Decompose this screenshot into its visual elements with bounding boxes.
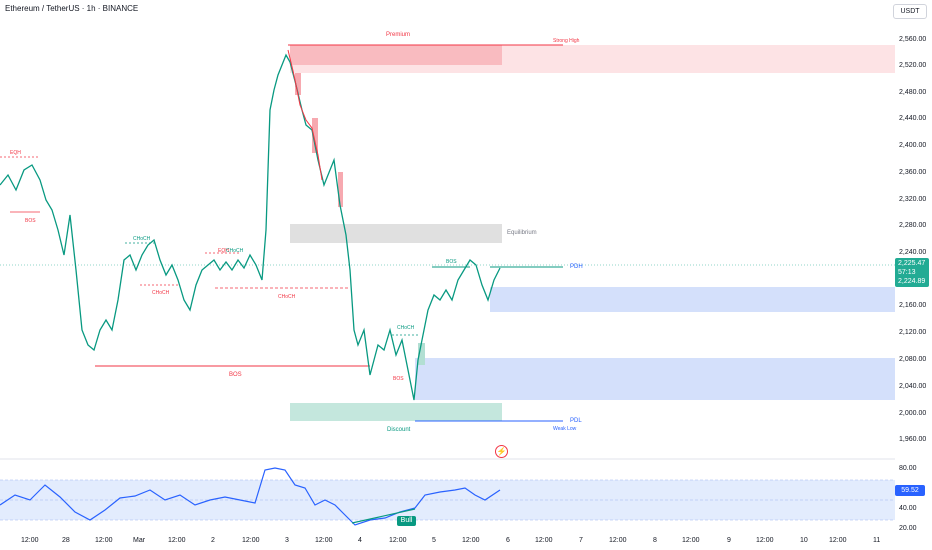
weak-low-label: Weak Low	[553, 426, 577, 432]
time-tick: 6	[506, 537, 510, 544]
choch-label-2: CHoCH	[152, 290, 170, 296]
order-block-green-1	[418, 343, 425, 365]
time-tick: 2	[211, 537, 215, 544]
last-price-tag: 2,225.47 57:13 2,224.89	[895, 258, 929, 287]
price-tick: 2,160.00	[899, 302, 927, 309]
price-tick: 2,360.00	[899, 169, 927, 176]
price-tick: 2,560.00	[899, 36, 927, 43]
demand-zone-lower	[415, 358, 895, 400]
eqh-label-2: EQH	[218, 248, 229, 254]
demand-zone-upper	[490, 287, 895, 312]
currency-button[interactable]: USDT	[893, 4, 927, 19]
rsi-divergence	[351, 508, 416, 524]
discount-zone	[290, 403, 502, 421]
bos-label-2: BOS	[229, 372, 242, 378]
choch-label-4: CHoCH	[278, 294, 296, 300]
time-tick: 12:00	[95, 537, 113, 544]
last-price: 2,225.47	[898, 260, 926, 267]
order-block-red-3	[338, 172, 343, 207]
price-tick: 2,040.00	[899, 383, 927, 390]
premium-label: Premium	[386, 32, 411, 38]
price-path-bear	[287, 49, 323, 181]
time-tick: 10	[800, 537, 808, 544]
bull-signal-badge: Bull	[397, 516, 416, 526]
time-tick: 7	[579, 537, 583, 544]
rsi-line	[0, 467, 501, 526]
time-tick: 3	[285, 537, 289, 544]
price-tick: 2,440.00	[899, 115, 927, 122]
time-tick: 12:00	[242, 537, 260, 544]
time-tick: 4	[358, 537, 362, 544]
time-tick: 8	[653, 537, 657, 544]
flash-icon[interactable]: ⚡	[495, 445, 508, 458]
time-tick: 5	[432, 537, 436, 544]
time-tick: 28	[62, 537, 70, 544]
time-tick: 9	[727, 537, 731, 544]
eqh-label-1: EQH	[10, 150, 21, 156]
rsi-tick: 20.00	[899, 525, 917, 532]
price-tick: 2,000.00	[899, 410, 927, 417]
choch-label-1: CHoCH	[133, 236, 151, 242]
bos-label-4: BOS	[393, 376, 404, 382]
choch-label-3: CHoCH	[226, 248, 244, 254]
rsi-tick: 40.00	[899, 505, 917, 512]
time-tick: 12:00	[315, 537, 333, 544]
price-tick: 2,240.00	[899, 249, 927, 256]
price-tick: 2,080.00	[899, 356, 927, 363]
time-tick: 12:00	[829, 537, 847, 544]
price-path	[0, 53, 501, 401]
time-tick: 12:00	[535, 537, 553, 544]
choch-label-5: CHoCH	[397, 325, 415, 331]
price-tick: 1,960.00	[899, 436, 927, 443]
time-tick: 12:00	[682, 537, 700, 544]
time-tick: 12:00	[609, 537, 627, 544]
bos-label-1: BOS	[25, 218, 36, 224]
time-tick: 12:00	[756, 537, 774, 544]
pdl-label: PDL	[570, 418, 582, 424]
price-tick: 2,480.00	[899, 89, 927, 96]
order-block-red-1	[295, 73, 301, 95]
equilibrium-zone	[290, 224, 502, 243]
rsi-tick: 80.00	[899, 465, 917, 472]
time-tick: 11	[873, 537, 881, 544]
strong-high-label: Strong High	[553, 38, 580, 44]
bar-countdown: 57:13	[898, 269, 916, 276]
pdh-label: PDH	[570, 264, 583, 270]
price-tick: 2,120.00	[899, 329, 927, 336]
chart-canvas[interactable]	[0, 0, 895, 550]
order-block-red-2	[312, 118, 318, 153]
time-tick: 12:00	[168, 537, 186, 544]
time-tick: 12:00	[462, 537, 480, 544]
price-tick: 2,520.00	[899, 62, 927, 69]
time-tick: 12:00	[21, 537, 39, 544]
bos-label-3: BOS	[446, 259, 457, 265]
premium-zone-core	[290, 45, 502, 65]
price-tick: 2,280.00	[899, 222, 927, 229]
time-tick: Mar	[133, 537, 146, 544]
price-tick: 2,320.00	[899, 196, 927, 203]
discount-label: Discount	[387, 427, 411, 433]
symbol-title[interactable]: Ethereum / TetherUS · 1h · BINANCE	[5, 4, 139, 13]
time-tick: 12:00	[389, 537, 407, 544]
prev-price: 2,224.89	[898, 278, 926, 285]
rsi-value-tag: 59.52	[895, 485, 925, 496]
price-tick: 2,400.00	[899, 142, 927, 149]
equilibrium-label: Equilibrium	[507, 230, 537, 236]
